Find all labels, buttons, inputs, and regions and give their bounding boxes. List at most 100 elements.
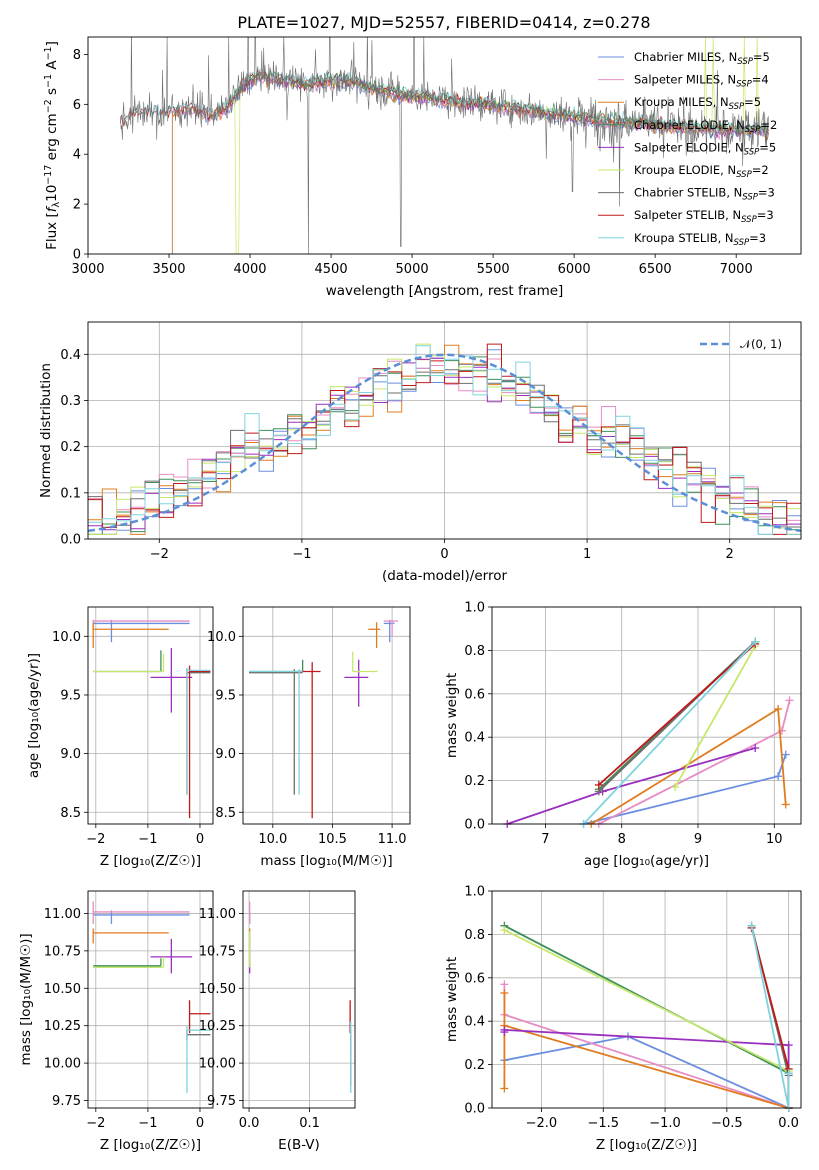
legend-suffix: =5 (759, 140, 776, 154)
legend-sub: SSP (736, 170, 752, 180)
x-tick-label: 4000 (233, 262, 266, 277)
legend-entry: Salpeter ELODIE, NSSP=5 (634, 140, 776, 157)
axes-frame (87, 890, 214, 1109)
weight_vs_age-panel: 7 8 9 10 0.0 0.2 0.4 0.6 0.8 1.0 age [log₁₀(age/yr… (444, 601, 802, 869)
weight-line (503, 993, 789, 1108)
y-tick-label: 0.6 (464, 687, 485, 702)
y-tick-label: 9.75 (52, 1094, 81, 1109)
weight-line (503, 924, 790, 1075)
y-tick-label: 8.5 (60, 806, 81, 821)
spectrum-line (120, 68, 769, 136)
y-label-part: −17 (43, 165, 54, 185)
weight-line (583, 754, 787, 824)
x-tick-label: 7000 (720, 262, 753, 277)
y-axis-label: age [log₁₀(age/yr)] (26, 653, 42, 778)
y-tick-label: 0.4 (464, 1015, 485, 1030)
x-tick-label: 5500 (477, 262, 510, 277)
weight-line (674, 645, 756, 788)
x-tick-label: −1 (292, 547, 311, 562)
y-tick-label: 10.75 (44, 944, 81, 959)
x-axis-label: (data-model)/error (382, 568, 508, 584)
legend-entry: Salpeter MILES, NSSP=4 (634, 73, 769, 90)
residuals-panel: −2 −1 0 1 2 0.0 0.1 0.2 0.3 0.4 (data-model)/error… (38, 321, 802, 584)
legend-suffix: =5 (744, 95, 761, 109)
histogram-series (88, 345, 801, 535)
legend-text: Chabrier MILES, N (634, 50, 737, 64)
x-tick-label: 4500 (315, 262, 348, 277)
legend-sub: SSP (737, 57, 753, 67)
y-label-part: f (44, 205, 60, 212)
legend-suffix: =3 (749, 231, 766, 245)
x-tick-label: 10.5 (318, 832, 347, 847)
y-tick-label: 10.25 (199, 1019, 236, 1034)
y-tick-label: 0 (73, 248, 81, 263)
legend-suffix: =3 (757, 208, 774, 222)
x-axis-label: wavelength [Angstrom, rest frame] (326, 283, 564, 299)
x-tick-label: 1 (583, 547, 591, 562)
y-label-part: s (44, 88, 60, 99)
y-label-part: λ (51, 202, 62, 208)
legend-text: Salpeter STELIB, N (634, 208, 741, 222)
y-tick-label: 9.5 (215, 688, 236, 703)
y-tick-label: 10.75 (199, 944, 236, 959)
axes-frame (242, 890, 356, 1109)
x-tick-label: 0.0 (239, 1116, 260, 1131)
y-tick-label: 2 (73, 198, 81, 213)
axes-frame (87, 606, 214, 825)
y-tick-label: 0.4 (60, 348, 81, 363)
y-axis-label: Flux [fλ10−17 erg cm−2 s−1 A−1] (43, 41, 62, 250)
y-tick-label: 4 (73, 148, 81, 163)
y-tick-label: 0.0 (60, 533, 81, 548)
y-tick-label: 0.2 (60, 440, 81, 455)
y-tick-label: 8.5 (215, 806, 236, 821)
x-axis-label: Z [log₁₀(Z/Z☉)] (100, 853, 201, 869)
legend-entry: Kroupa MILES, NSSP=5 (634, 95, 761, 112)
y-tick-label: 9.0 (215, 747, 236, 762)
y-tick-label: 0.6 (464, 971, 485, 986)
y-label-part: −1 (43, 46, 54, 60)
x-tick-label: −0.5 (711, 1116, 743, 1131)
weight-line (598, 643, 756, 786)
x-tick-label: −2 (86, 1116, 105, 1131)
legend-suffix: =2 (752, 163, 769, 177)
x-tick-label: 11.0 (378, 832, 407, 847)
legend-entry: Chabrier MILES, NSSP=5 (634, 50, 770, 67)
y-tick-label: 9.5 (60, 688, 81, 703)
legend-text: Kroupa STELIB, N (634, 231, 734, 245)
legend-entry: Kroupa ELODIE, NSSP=2 (634, 163, 769, 180)
x-tick-label: 0 (196, 1116, 204, 1131)
x-axis-label: mass [log₁₀(M/M☉)] (260, 853, 392, 869)
legend-sub: SSP (742, 193, 758, 203)
x-tick-label: 6000 (558, 262, 591, 277)
axes-frame (242, 606, 411, 825)
x-tick-label: 10 (766, 832, 783, 847)
y-tick-label: 10.0 (52, 630, 81, 645)
y-tick-label: 0.2 (464, 774, 485, 789)
legend-text: Kroupa MILES, N (634, 95, 729, 109)
legend-suffix: =4 (752, 73, 769, 87)
y-tick-label: 0.8 (464, 644, 485, 659)
x-axis-label: E(B-V) (278, 1137, 320, 1153)
axes-frame (87, 321, 802, 540)
y-tick-label: 0.0 (464, 818, 485, 833)
x-tick-label: −2 (86, 832, 105, 847)
y-tick-label: 8 (73, 48, 81, 63)
x-tick-label: 10.0 (258, 832, 287, 847)
x-tick-label: 6500 (639, 262, 672, 277)
legend-sub: SSP (745, 125, 761, 135)
legend-entry: Salpeter STELIB, NSSP=3 (634, 208, 774, 225)
x-tick-label: −1.5 (587, 1116, 619, 1131)
y-tick-label: 11.00 (44, 907, 81, 922)
legend-suffix: =5 (753, 50, 770, 64)
y-tick-label: 11.00 (199, 907, 236, 922)
legend-text: Salpeter MILES, N (634, 73, 736, 87)
x-tick-label: 0 (196, 832, 204, 847)
legend-sub: SSP (734, 238, 750, 248)
legend-entry: Chabrier STELIB, NSSP=3 (634, 186, 775, 203)
age_vs_mass-panel: 10.0 10.5 11.0 8.5 9.0 9.5 10.0 mass [log₁₀(M/M… (207, 606, 411, 869)
legend-text: Kroupa ELODIE, N (634, 163, 736, 177)
axes-frame (491, 890, 802, 1109)
y-tick-label: 10.50 (199, 982, 236, 997)
y-tick-label: 1.0 (464, 601, 485, 616)
